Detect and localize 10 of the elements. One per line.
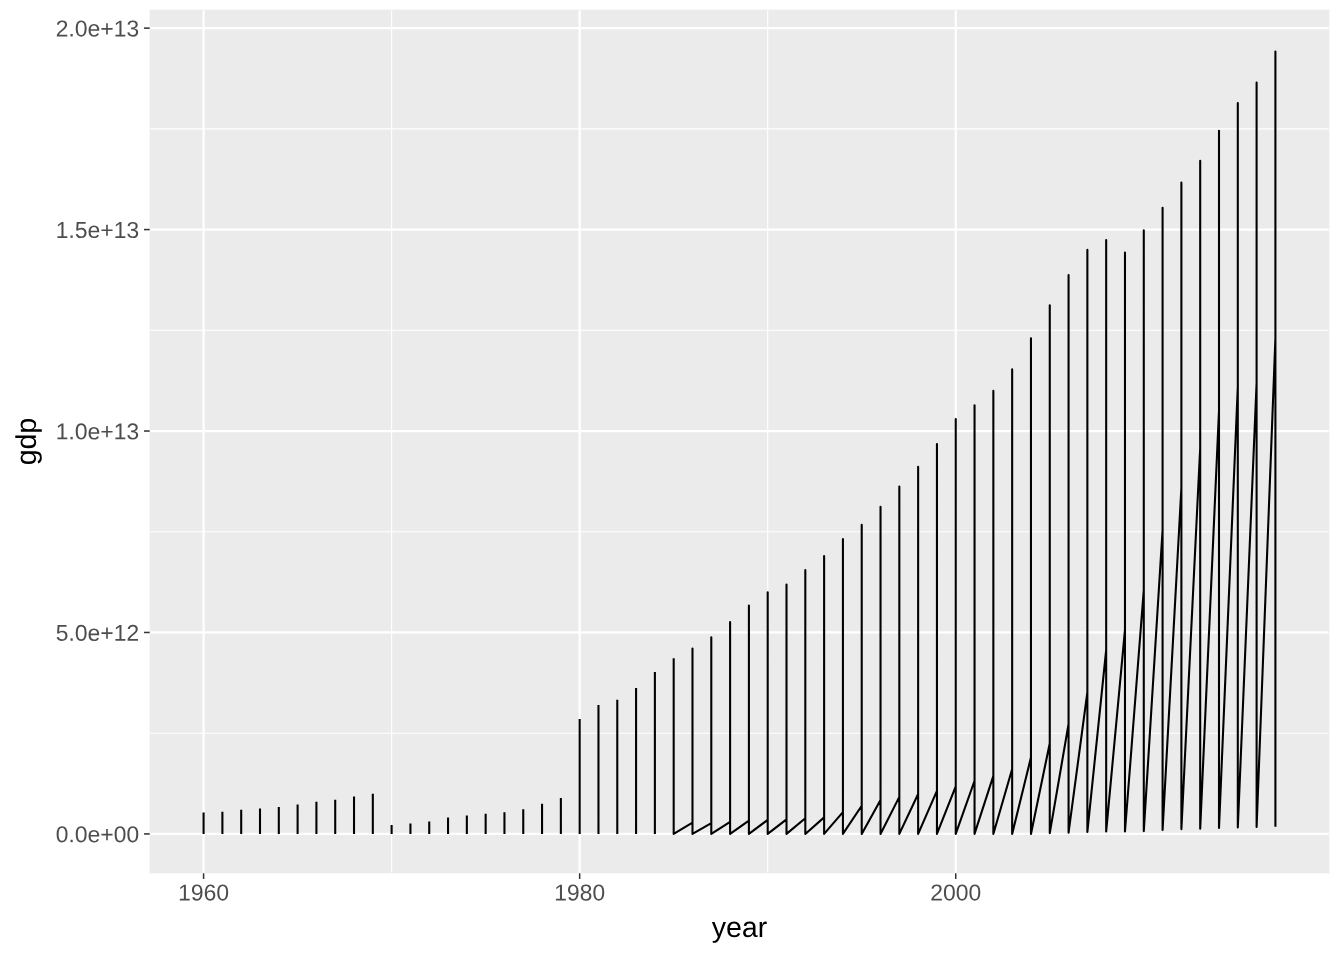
y-tick-label: 5.0e+12 [56, 624, 139, 641]
x-tick-label: 1980 [555, 884, 605, 901]
x-tick-label: 1960 [179, 884, 229, 901]
x-tick-label: 2000 [931, 884, 981, 901]
y-axis-title: gdp [15, 418, 42, 465]
y-tick-label: 0.0e+00 [56, 826, 139, 843]
y-tick-label: 1.0e+13 [57, 423, 139, 440]
x-axis-title: year [711, 921, 767, 943]
y-tick-label: 1.5e+13 [57, 221, 139, 239]
y-tick-label: 2.0e+13 [56, 20, 139, 37]
